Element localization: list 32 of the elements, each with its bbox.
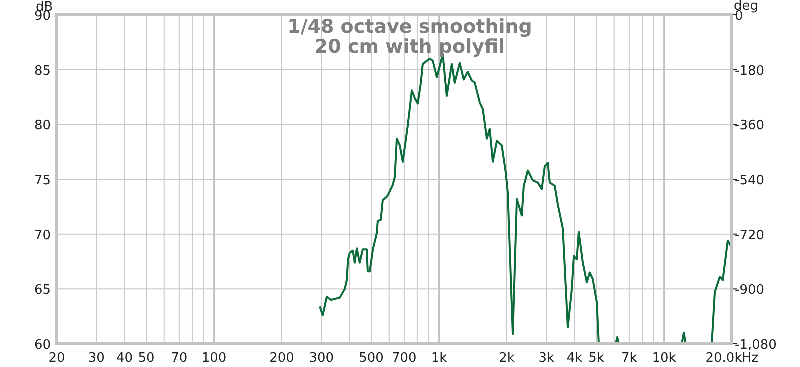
x-tick-label: 10k [652, 351, 677, 366]
x-tick-label: 200 [270, 351, 294, 366]
x-tick-label: 30 [88, 351, 105, 366]
x-axis-title: Hz [742, 351, 759, 366]
x-tick-label: 5k [588, 351, 605, 366]
x-tick-label: 50 [138, 351, 155, 366]
x-tick-label: 700 [392, 351, 417, 366]
y2-tick-label: -360 [735, 118, 765, 134]
x-tick-label: 300 [309, 351, 334, 366]
x-tick-label: 2k [499, 351, 516, 366]
x-tick-label: 1k [431, 351, 448, 366]
y2-tick-label: -900 [735, 283, 765, 298]
text: 20 cm with polyfil [314, 36, 506, 58]
y-tick-label: 60 [34, 338, 51, 353]
x-tick-label: 100 [202, 351, 227, 366]
x-tick-label: 7k [622, 351, 638, 366]
y-tick-label: 75 [34, 174, 51, 188]
y2-tick-label: -180 [735, 64, 765, 79]
x-tick-label: 40 [116, 351, 134, 366]
y-tick-label: 80 [34, 118, 51, 134]
x-tick-label: 20.0k [706, 351, 743, 366]
y2-tick-label: -540 [735, 174, 765, 188]
y2-tick-label: -1,080 [735, 338, 777, 353]
x-tick-label: 3k [538, 351, 555, 366]
y-tick-label: 65 [34, 283, 51, 298]
y-tick-label: 70 [34, 228, 51, 244]
x-tick-label: 500 [359, 351, 384, 366]
x-tick-label: 4k [566, 351, 584, 366]
y2-tick-label: -720 [735, 228, 765, 244]
x-tick-label: 20 [48, 351, 66, 366]
y-tick-label: 85 [34, 64, 51, 79]
x-tick-label: 70 [171, 351, 188, 366]
